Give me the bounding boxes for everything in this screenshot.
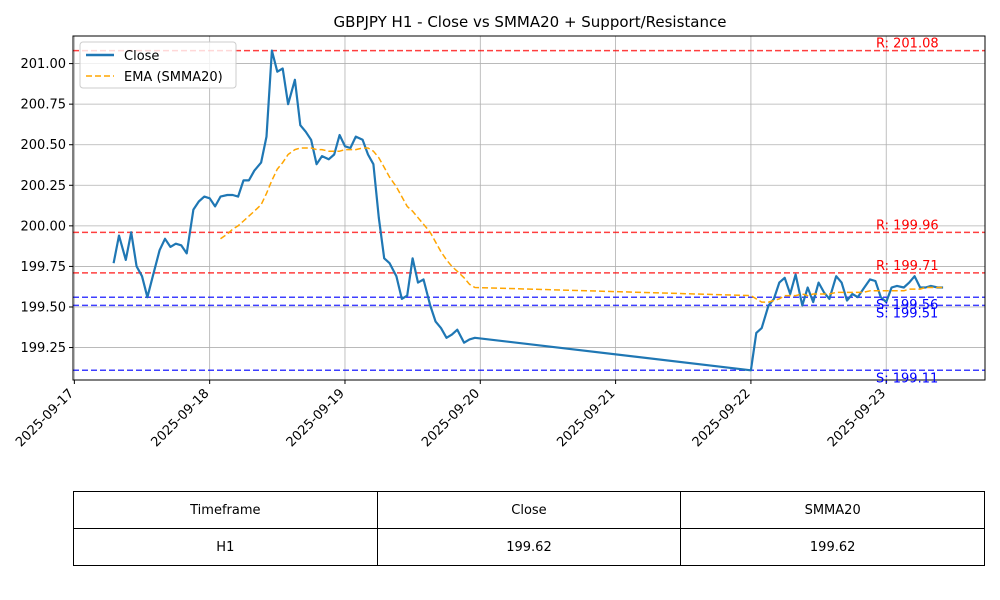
header-timeframe: Timeframe — [73, 491, 378, 529]
x-tick-label: 2025-09-19 — [284, 386, 348, 450]
header-close: Close — [376, 491, 682, 529]
support-label: S: 199.11 — [876, 371, 938, 386]
close-series-line — [112, 49, 944, 372]
y-tick-label: 200.75 — [21, 98, 67, 113]
x-tick-label: 2025-09-18 — [148, 386, 212, 450]
plot-frame — [72, 35, 986, 381]
x-tick-label: 2025-09-21 — [554, 386, 618, 450]
grid — [73, 36, 985, 380]
x-tick-label: 2025-09-17 — [13, 386, 77, 450]
y-tick-label: 200.00 — [21, 219, 67, 234]
legend: Close EMA (SMMA20) — [79, 41, 237, 89]
y-tick-label: 201.00 — [21, 57, 67, 72]
y-tick-label: 200.25 — [21, 179, 67, 194]
header-smma20: SMMA20 — [680, 491, 985, 529]
cell-timeframe: H1 — [73, 528, 378, 566]
x-tick-label: 2025-09-22 — [690, 386, 754, 450]
legend-box — [79, 41, 237, 89]
y-tick-label: 200.50 — [21, 138, 67, 153]
y-tick-label: 199.50 — [21, 300, 67, 315]
table-header-row: Timeframe Close SMMA20 — [73, 491, 985, 529]
y-tick-label: 199.25 — [21, 341, 67, 356]
support-label: S: 199.56 — [876, 298, 938, 313]
summary-table: Timeframe Close SMMA20 H1 199.62 199.62 — [73, 491, 985, 566]
legend-close-label: Close — [124, 49, 159, 64]
cell-close: 199.62 — [376, 528, 682, 566]
smma20-series-line — [220, 147, 944, 303]
support-label: S: 199.51 — [876, 306, 938, 321]
support-resistance-levels — [73, 49, 985, 372]
plot-area — [73, 36, 985, 380]
series — [112, 49, 944, 372]
level-labels: R: 201.08R: 199.96R: 199.71S: 199.56S: 1… — [876, 37, 939, 387]
cell-smma20: 199.62 — [680, 528, 985, 566]
resistance-label: R: 199.96 — [876, 218, 939, 233]
x-tick-label: 2025-09-20 — [419, 386, 483, 450]
y-tick-label: 199.75 — [21, 260, 67, 275]
resistance-label: R: 199.71 — [876, 259, 939, 274]
legend-ema-label: EMA (SMMA20) — [124, 70, 223, 85]
x-tick-label: 2025-09-23 — [825, 386, 889, 450]
resistance-label: R: 201.08 — [876, 37, 939, 52]
chart-title: GBPJPY H1 - Close vs SMMA20 + Support/Re… — [334, 13, 727, 31]
table-row: H1 199.62 199.62 — [73, 528, 985, 566]
